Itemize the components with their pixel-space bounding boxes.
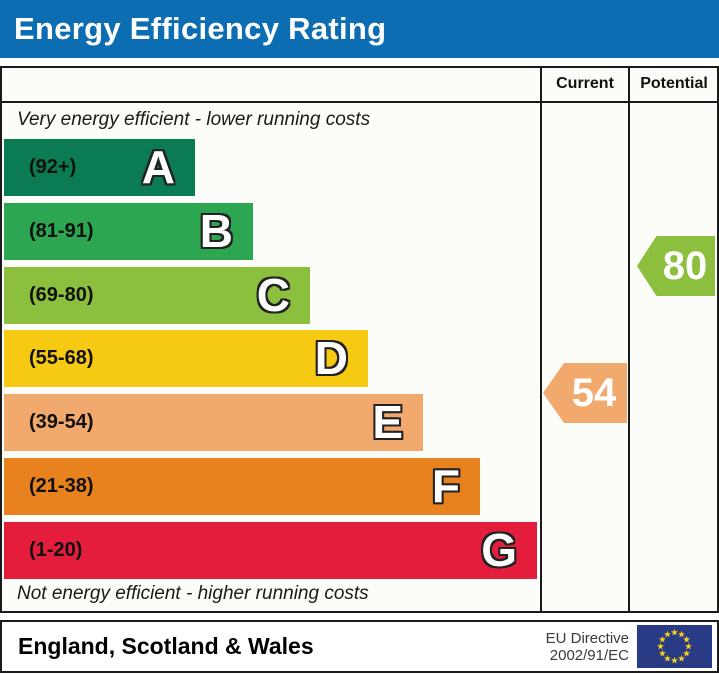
band-row-G: (1-20) G bbox=[4, 522, 537, 579]
page-title: Energy Efficiency Rating bbox=[14, 11, 387, 46]
band-letter: B bbox=[199, 205, 233, 257]
band-range-label: (1-20) bbox=[29, 539, 83, 561]
current-rating-arrow: 54 bbox=[543, 363, 627, 423]
band-range-label: (81-91) bbox=[29, 220, 94, 242]
band-range-label: (21-38) bbox=[29, 475, 94, 497]
footer-right-group: EU Directive 2002/91/EC bbox=[546, 625, 712, 668]
band-row-F: (21-38) F bbox=[4, 458, 480, 515]
band-range-label: (55-68) bbox=[29, 347, 94, 369]
header-divider bbox=[0, 101, 719, 103]
current-rating-value: 54 bbox=[571, 370, 617, 415]
band-range-label: (39-54) bbox=[29, 411, 94, 433]
current-column-divider bbox=[540, 66, 542, 613]
band-row-B: (81-91) B bbox=[4, 203, 253, 260]
region-label: England, Scotland & Wales bbox=[18, 633, 314, 659]
band-letter: E bbox=[372, 396, 403, 448]
top-note: Very energy efficient - lower running co… bbox=[17, 109, 371, 130]
band-letter: D bbox=[314, 332, 348, 384]
eu-directive-label: EU Directive 2002/91/EC bbox=[546, 630, 629, 664]
potential-column-header: Potential bbox=[640, 75, 708, 92]
bottom-note: Not energy efficient - higher running co… bbox=[17, 583, 369, 604]
band-row-A: (92+) A bbox=[4, 139, 195, 196]
potential-column-divider bbox=[628, 66, 630, 613]
title-bar: Energy Efficiency Rating bbox=[0, 0, 719, 58]
potential-rating-value: 80 bbox=[662, 243, 708, 288]
band-letter: F bbox=[431, 460, 460, 512]
band-row-C: (69-80) C bbox=[4, 267, 310, 324]
eu-directive-line1: EU Directive bbox=[545, 629, 629, 647]
band-letter: A bbox=[141, 141, 175, 193]
band-letter: G bbox=[481, 524, 517, 576]
band-range-label: (69-80) bbox=[29, 284, 94, 306]
eu-directive-line2: 2002/91/EC bbox=[549, 646, 629, 664]
band-letter: C bbox=[256, 269, 290, 321]
current-column-header: Current bbox=[556, 75, 614, 92]
eu-flag-icon bbox=[637, 625, 712, 668]
band-range-label: (92+) bbox=[29, 156, 77, 178]
band-row-D: (55-68) D bbox=[4, 330, 368, 387]
footer: England, Scotland & Wales EU Directive 2… bbox=[0, 620, 719, 673]
band-row-E: (39-54) E bbox=[4, 394, 423, 451]
potential-rating-arrow: 80 bbox=[637, 236, 715, 296]
